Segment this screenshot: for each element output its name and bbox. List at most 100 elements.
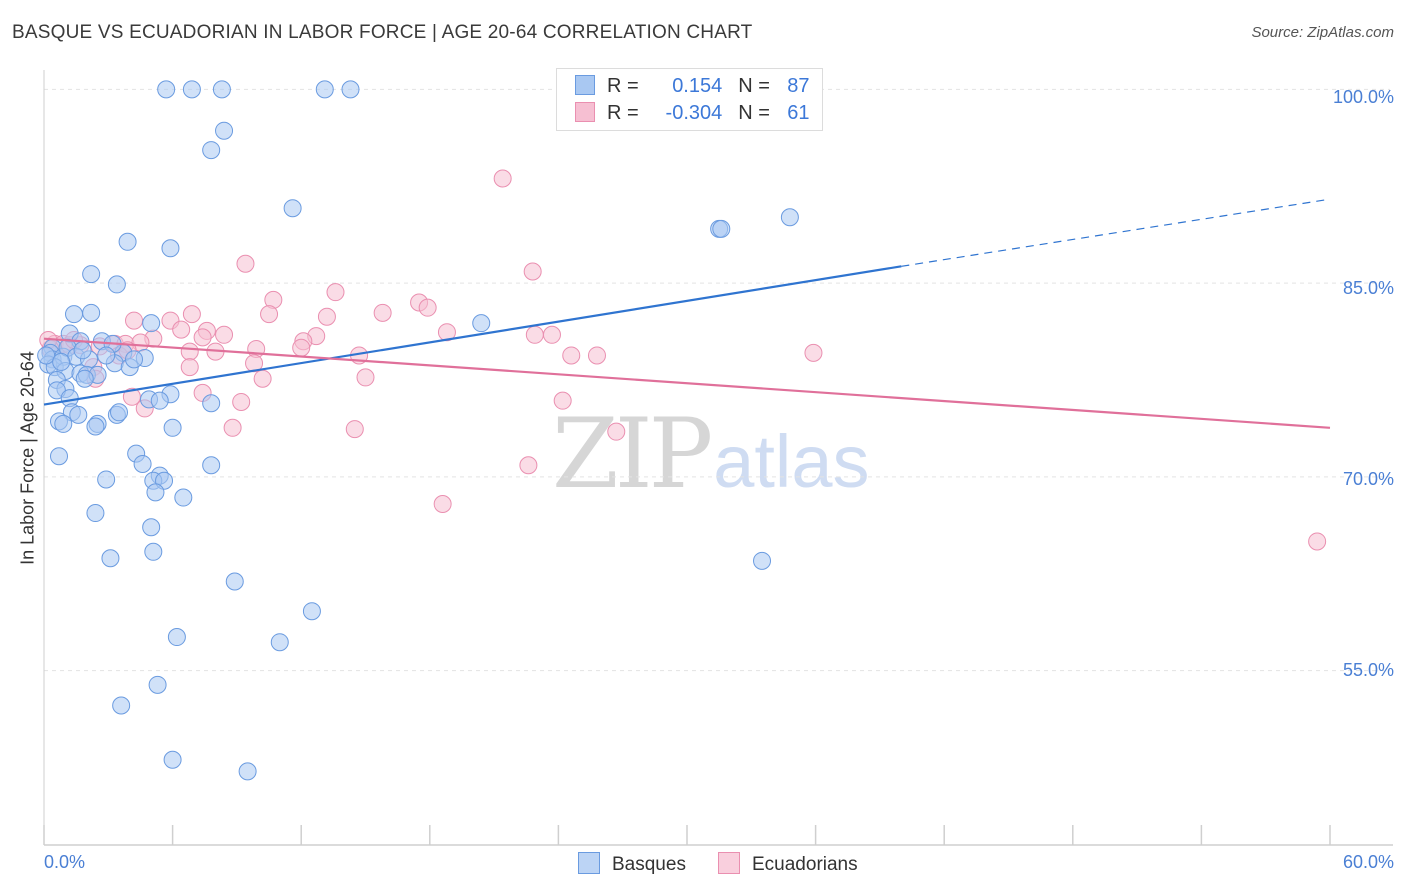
basques-point [133,454,152,473]
axes [43,825,1393,846]
y-tick-label: 55.0% [1342,660,1394,680]
ecuadorians-point [260,305,279,324]
basques-point [97,346,116,365]
legend-r-label: R = [607,75,639,97]
ecuadorians-point [180,342,199,361]
y-tick-label: 70.0% [1342,469,1394,489]
ecuadorians-point [523,262,542,281]
ecuadorians-point [215,325,234,344]
legend-n-label: N = [738,75,770,97]
bottom-legend-label: Ecuadorians [752,854,858,875]
basques-point [52,352,71,371]
basques-point [341,80,360,99]
ecuadorians-point [223,418,242,437]
legend-n-label: N = [738,102,770,124]
ecuadorians-point [356,368,375,387]
ecuadorians-point [542,325,561,344]
ecuadorians-swatch [718,852,740,874]
basques-point [146,483,165,502]
ecuadorians-points [39,169,1327,551]
basques-point [73,341,92,360]
basques-point [225,572,244,591]
basques-point [86,504,105,523]
basques-points [37,80,799,781]
ecuadorians-point [418,298,437,317]
chart-title: BASQUE VS ECUADORIAN IN LABOR FORCE | AG… [12,22,753,43]
basques-point [238,762,257,781]
basques-point [110,403,129,422]
bottom-legend-basques: Basques [578,852,686,876]
legend-row-ecuadorians: R = -0.304 N = 61 [575,102,810,126]
ecuadorians-point [587,346,606,365]
ecuadorians-point [292,338,311,357]
grid-lines [43,70,1390,845]
basques-point [82,303,101,322]
basques-point [54,414,73,433]
legend-n-value: 61 [787,102,810,124]
x-tick-label: 0.0% [44,852,86,872]
basques-point [167,628,186,647]
x-tick-label: 60.0% [1342,852,1394,872]
basques-point [202,456,221,475]
basques-point [202,394,221,413]
ecuadorians-point [180,358,199,377]
basques-swatch [575,75,595,95]
y-axis-label: In Labor Force | Age 20-64 [17,351,38,565]
basques-trend-line [43,265,902,406]
ecuadorians-point [122,387,141,406]
basques-point [69,405,88,424]
basques-point [75,369,94,388]
basques-point [753,551,772,570]
ecuadorians-point [193,328,212,347]
legend-r-value: 0.154 [672,75,723,97]
correlation-legend: R = 0.154 N = 87 R = -0.304 N = 61 [556,68,823,131]
bottom-legend-label: Basques [612,854,686,875]
ecuadorians-point [326,283,345,302]
basques-point [163,750,182,769]
ecuadorians-swatch [575,102,595,122]
basques-point [712,219,731,238]
basques-point [82,265,101,284]
basques-point [144,542,163,561]
basques-point [65,305,84,324]
ecuadorians-point [317,307,336,326]
ecuadorians-point [236,254,255,273]
source-credit: Source: ZipAtlas.com [1251,24,1394,41]
basques-point [161,239,180,258]
basques-point [212,80,231,99]
legend-r-label: R = [607,102,639,124]
basques-point [142,518,161,537]
basques-swatch [578,852,600,874]
basques-point [215,121,234,140]
ecuadorians-point [562,346,581,365]
basques-point [107,275,126,294]
ecuadorians-point [172,320,191,339]
ecuadorians-point [1308,532,1327,551]
trend-lines [43,198,1331,429]
basques-point [142,314,161,333]
ecuadorians-point [607,422,626,441]
ecuadorians-point [525,325,544,344]
basques-point [125,350,144,369]
basques-point [202,141,221,160]
basques-point [780,208,799,227]
legend-row-basques: R = 0.154 N = 87 [575,75,810,99]
basques-point [50,447,69,466]
y-tick-label: 85.0% [1342,278,1394,298]
ecuadorians-point [253,369,272,388]
ecuadorians-point [433,495,452,513]
basques-point [163,418,182,437]
ecuadorians-point [804,343,823,362]
basques-point [37,346,56,365]
basques-point [302,602,321,621]
ecuadorians-point [345,420,364,439]
basques-point [112,696,131,715]
ecuadorians-point [519,456,538,475]
ecuadorians-trend-line [43,337,1331,429]
basques-point [150,391,169,410]
basques-point [472,314,491,333]
basques-point [86,417,105,436]
legend-r-value: -0.304 [665,102,723,124]
basques-point [118,232,137,251]
